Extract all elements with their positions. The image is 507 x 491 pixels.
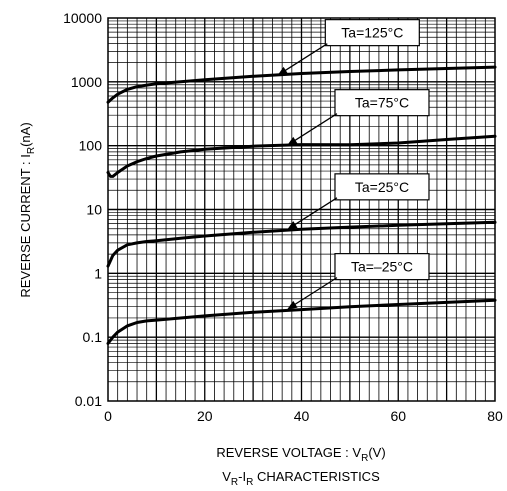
curve-label-text: Ta=75°C	[355, 95, 409, 111]
leader-arrowhead	[277, 66, 288, 76]
series-curve	[106, 134, 497, 178]
y-tick-label: 10000	[63, 10, 102, 26]
curve-label-text: Ta=–25°C	[351, 259, 413, 275]
y-tick-label: 1000	[71, 74, 102, 90]
y-tick-labels: 0.01 0.1 1 10 100 1000 10000	[63, 10, 102, 409]
curve-label: Ta=–25°C	[286, 253, 430, 310]
y-axis-title: REVERSE CURRENT : IR(nA)	[18, 122, 37, 297]
y-axis-title-subscript: R	[26, 147, 37, 154]
x-axis-title-subscript: R	[361, 453, 368, 464]
curve-label-box	[334, 253, 430, 281]
series-curves	[106, 65, 497, 345]
curve-label: Ta=75°C	[286, 89, 430, 146]
series-curve	[106, 220, 497, 268]
y-tick-label: 1	[94, 265, 102, 281]
leader-line	[292, 197, 338, 227]
x-tick-labels: 0 20 40 60 80	[104, 408, 503, 424]
x-tick-label: 60	[390, 408, 406, 424]
leader-arrowhead	[286, 136, 298, 146]
curve-label-box	[334, 173, 430, 201]
series-curve	[106, 298, 497, 345]
x-tick-label: 0	[104, 408, 112, 424]
x-axis-title: REVERSE VOLTAGE : VR(V)	[216, 445, 385, 464]
curve-labels: Ta=125°C Ta=75°C Ta=25°C Ta=–25°C	[277, 19, 430, 310]
curve-label: Ta=125°C	[277, 19, 420, 76]
curve-label: Ta=25°C	[286, 173, 430, 230]
x-tick-label: 40	[294, 408, 310, 424]
plot-frame	[107, 17, 496, 402]
curve-label-text: Ta=125°C	[341, 25, 403, 41]
leader-arrowhead	[286, 221, 298, 230]
y-tick-label: 0.1	[83, 329, 103, 345]
curve-label-text: Ta=25°C	[355, 179, 409, 195]
x-tick-label: 80	[487, 408, 503, 424]
y-tick-label: 10	[86, 202, 102, 218]
series-curve	[106, 65, 497, 104]
grid-lines	[108, 18, 495, 401]
leader-line	[292, 277, 338, 307]
x-tick-label: 20	[197, 408, 213, 424]
curve-label-box	[334, 89, 430, 117]
y-tick-label: 100	[79, 138, 103, 154]
leader-line	[282, 43, 328, 73]
y-tick-label: 0.01	[75, 393, 102, 409]
leader-arrowhead	[286, 300, 298, 310]
leader-line	[292, 113, 338, 143]
curve-label-box	[324, 19, 420, 47]
chart-caption: VR-IR CHARACTERISTICS	[222, 469, 380, 488]
